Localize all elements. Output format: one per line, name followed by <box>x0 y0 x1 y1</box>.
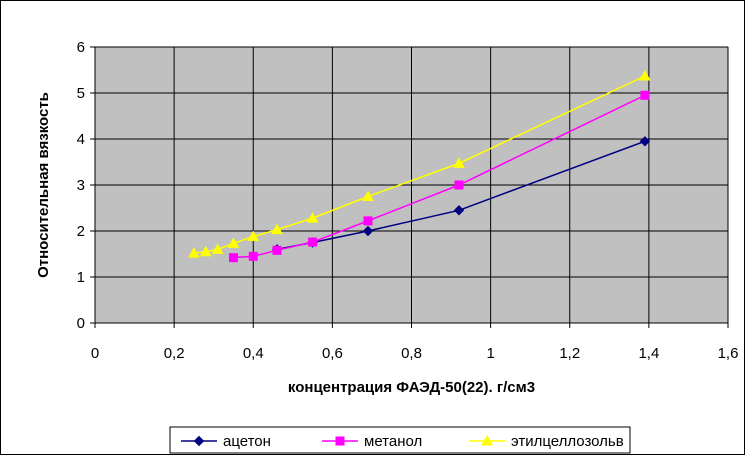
data-point <box>247 230 260 242</box>
series-2 <box>228 90 650 263</box>
y-tick-label: 1 <box>77 269 85 286</box>
x-tick-label: 0 <box>91 345 99 362</box>
x-tick-label: 0,4 <box>243 345 264 362</box>
legend-marker <box>335 436 345 446</box>
data-point <box>362 225 374 237</box>
legend: ацетон метанол этилцеллозольв <box>169 426 631 454</box>
y-tick-label: 4 <box>77 131 85 148</box>
x-tick-label: 1,6 <box>718 345 739 362</box>
gridlines <box>95 46 729 323</box>
x-tick-label: 0,2 <box>164 345 185 362</box>
data-point <box>453 205 465 216</box>
x-tick-label: 1 <box>486 345 494 362</box>
data-point <box>199 245 212 257</box>
legend-marker <box>193 435 205 447</box>
tick-labels: 0 1 2 3 4 5 6 0 0,2 0,4 0,6 0,8 1 1,2 1,4 1,6 <box>77 39 739 362</box>
data-point <box>188 247 200 258</box>
x-tick-label: 0,8 <box>401 345 422 362</box>
legend-marker <box>481 434 493 446</box>
data-point <box>362 190 374 201</box>
data-point <box>211 243 224 254</box>
x-tick-label: 0,6 <box>322 345 343 362</box>
series-3 <box>188 69 651 258</box>
y-tick-label: 0 <box>77 315 85 332</box>
x-tick-label: 1,2 <box>559 345 580 362</box>
series-line <box>193 75 646 254</box>
data-point <box>640 90 650 100</box>
data-point <box>272 245 282 255</box>
y-tick-label: 2 <box>77 223 85 240</box>
data-point <box>639 136 651 147</box>
data-point <box>454 180 464 190</box>
data-point <box>306 212 319 223</box>
data-point <box>227 237 240 248</box>
axes <box>90 46 729 328</box>
legend-label: ацетон <box>223 433 271 450</box>
y-tick-label: 5 <box>77 85 85 102</box>
y-tick-label: 6 <box>77 39 85 56</box>
data-point <box>639 69 651 81</box>
data-point <box>228 253 238 263</box>
data-point <box>248 251 258 261</box>
legend-label: этилцеллозольв <box>511 433 624 450</box>
legend-label: метанол <box>364 433 422 450</box>
y-tick-label: 3 <box>77 177 85 194</box>
y-axis-title: Относительная вязкость <box>35 92 52 278</box>
series-group <box>188 69 651 263</box>
x-tick-label: 1,4 <box>638 345 659 362</box>
x-axis-title: концентрация ФАЭД-50(22). г/см3 <box>288 379 535 396</box>
data-point <box>363 216 373 226</box>
data-point <box>308 237 318 247</box>
legend-box <box>169 426 631 454</box>
data-point <box>271 223 283 235</box>
data-point <box>453 157 465 168</box>
